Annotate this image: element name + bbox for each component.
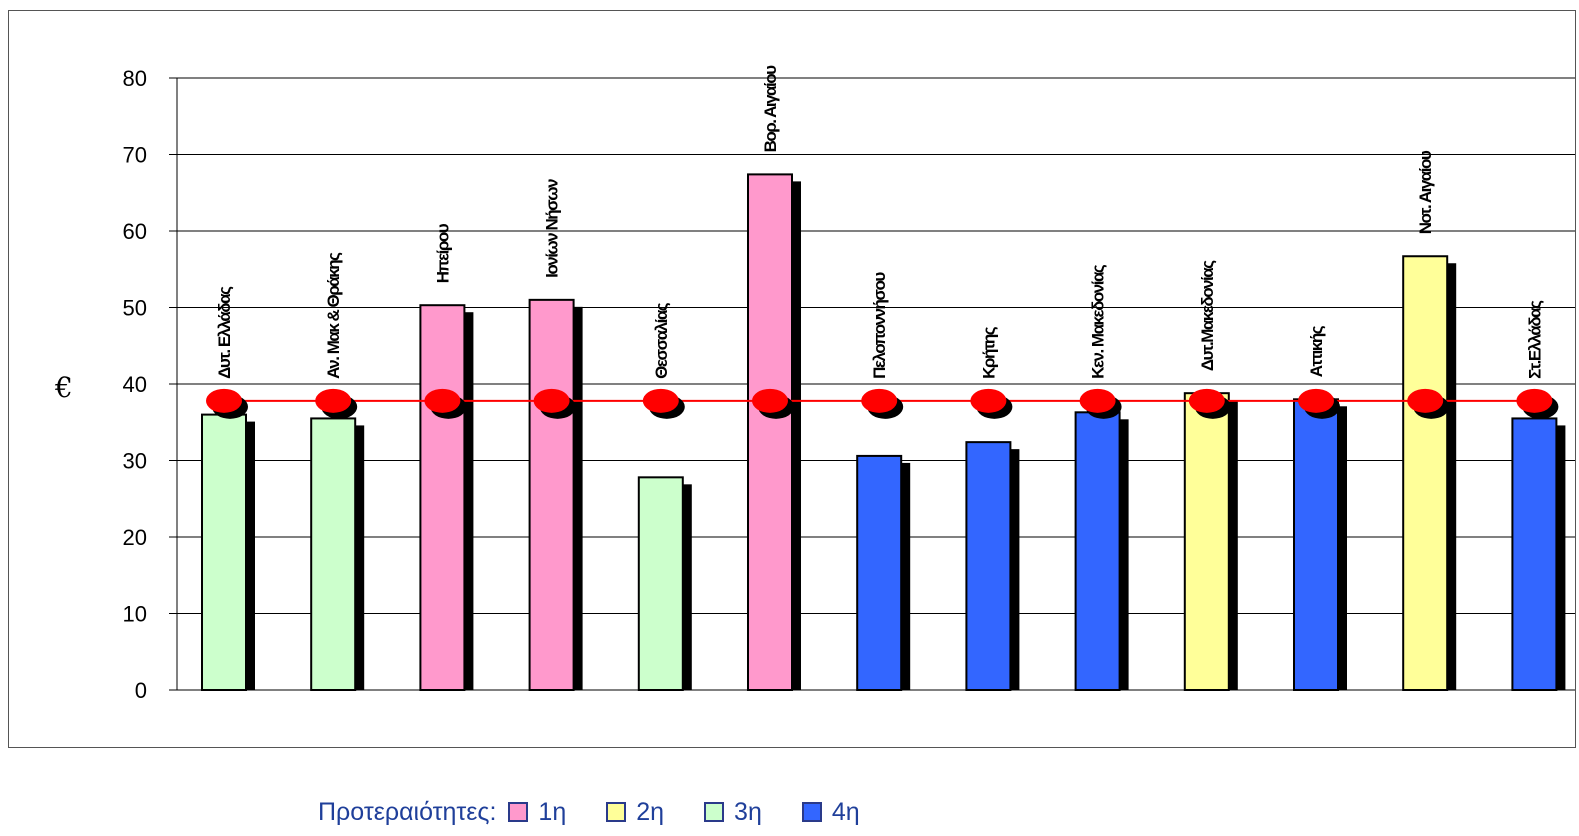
category-label: Αν. Μακ & Θράκης [324, 252, 343, 379]
bar [856, 454, 903, 691]
category-labels: Δυτ. Ελλάδας Αν. Μακ & Θράκης Ηπείρου Ιονίω… [215, 65, 1544, 379]
legend-item-3: 3η [704, 798, 762, 827]
reference-marker [1516, 388, 1553, 413]
bar [528, 298, 575, 691]
gridlines [177, 77, 1575, 691]
bar [1511, 417, 1558, 691]
legend-item-4: 4η [801, 797, 860, 827]
bar-chart: € 0 10 20 30 40 50 60 70 80 Δυτ. Ελλάδας Αν. Μακ … [54, 65, 1575, 703]
reference-marker [206, 388, 242, 413]
y-tick-label: 80 [123, 66, 147, 91]
y-tick-label: 60 [123, 219, 147, 244]
legend-swatch-4 [801, 802, 822, 822]
legend-item-2: 2η [606, 798, 664, 827]
reference-marker [424, 388, 461, 413]
reference-marker [642, 388, 679, 413]
y-tick-label: 40 [123, 372, 147, 397]
reference-marker [1188, 388, 1225, 413]
category-label: Δυτ. Ελλάδας [215, 286, 234, 379]
category-label: Κεν. Μακεδονίας [1089, 264, 1108, 379]
bars [201, 173, 1566, 692]
y-tick-label: 70 [123, 143, 147, 168]
bar [1183, 392, 1230, 691]
bar [1074, 411, 1121, 691]
legend-label-3: 3η [734, 797, 762, 826]
category-label: Βορ. Αιγαίου [761, 65, 780, 153]
legend-swatch-1 [508, 802, 529, 822]
y-tick-label: 0 [135, 678, 147, 703]
category-label: Δυτ.Μακεδονίας [1198, 260, 1217, 371]
reference-line-group [206, 388, 1559, 419]
bar [637, 476, 684, 691]
y-axis-unit-label: € [54, 371, 73, 404]
category-label: Ηπείρου [433, 223, 452, 283]
legend-label-2: 2η [636, 797, 665, 826]
chart-frame: € 0 10 20 30 40 50 60 70 80 Δυτ. Ελλάδας Αν. Μακ … [8, 10, 1576, 748]
reference-marker [1298, 388, 1334, 413]
bar [747, 173, 793, 691]
reference-marker [970, 388, 1007, 413]
bar [310, 417, 357, 691]
category-label: Κρήτης [979, 326, 998, 379]
reference-marker [315, 388, 352, 413]
category-label: Αττικής [1307, 325, 1326, 377]
legend-label-4: 4η [831, 797, 860, 826]
bar [419, 304, 466, 691]
category-label: Στ.Ελλάδας [1525, 300, 1544, 379]
legend-title: Προτεραιότητες: [318, 797, 497, 826]
bar [965, 441, 1012, 692]
y-tick-label: 30 [123, 449, 147, 474]
legend-item-1: 1η [508, 798, 566, 827]
bar [1402, 255, 1449, 691]
legend: Προτεραιότητες: 1η 2η 3η 4η [318, 792, 900, 832]
category-label: Ιονίων Νήσων [543, 179, 562, 278]
legend-swatch-2 [606, 802, 627, 822]
reference-marker [752, 388, 788, 413]
y-tick-label: 20 [123, 525, 147, 550]
legend-swatch-3 [704, 802, 725, 822]
category-label: Πελοποννήσου [870, 272, 889, 379]
y-tick-label: 50 [123, 296, 147, 321]
reference-marker [1407, 388, 1444, 413]
reference-marker [533, 388, 570, 413]
category-label: Θεσσαλίας [652, 302, 671, 379]
legend-label-1: 1η [538, 797, 567, 826]
reference-marker [1079, 388, 1116, 413]
bar [1293, 398, 1339, 691]
bar [201, 413, 247, 691]
y-axis-ticks: 0 10 20 30 40 50 60 70 80 [123, 66, 178, 703]
y-tick-label: 10 [123, 602, 147, 627]
reference-marker [861, 388, 898, 413]
category-label: Νοτ. Αιγαίου [1416, 150, 1435, 234]
